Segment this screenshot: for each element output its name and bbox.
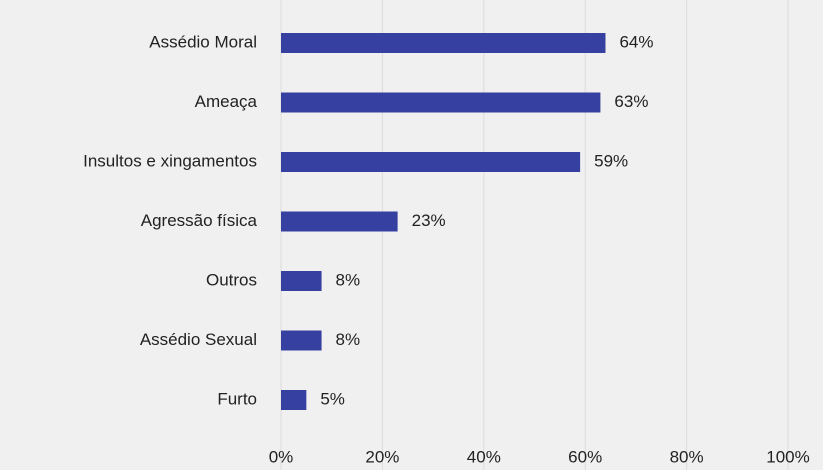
x-tick-label: 20% xyxy=(365,447,399,466)
x-tick-label: 40% xyxy=(467,447,501,466)
data-label: 8% xyxy=(336,270,361,289)
y-tick-label: Assédio Sexual xyxy=(140,330,257,349)
data-label: 5% xyxy=(320,389,345,408)
x-tick-label: 100% xyxy=(766,447,809,466)
bar xyxy=(281,152,581,172)
y-tick-label: Furto xyxy=(217,389,257,408)
bar xyxy=(281,330,322,351)
x-tick-label: 0% xyxy=(269,447,294,466)
data-label: 63% xyxy=(614,92,648,111)
bar xyxy=(281,271,322,291)
x-tick-label: 80% xyxy=(670,447,704,466)
bar xyxy=(281,390,307,410)
y-tick-label: Assédio Moral xyxy=(149,32,257,51)
data-label: 23% xyxy=(412,211,446,230)
data-label: 8% xyxy=(336,330,361,349)
y-tick-label: Ameaça xyxy=(195,92,258,111)
data-label: 64% xyxy=(619,32,653,51)
bar xyxy=(281,211,398,232)
bar xyxy=(281,92,601,113)
y-tick-label: Agressão física xyxy=(141,211,258,230)
data-label: 59% xyxy=(594,151,628,170)
y-tick-label: Insultos e xingamentos xyxy=(83,151,257,170)
bar xyxy=(281,33,606,53)
y-tick-label: Outros xyxy=(206,270,257,289)
x-tick-label: 60% xyxy=(568,447,602,466)
